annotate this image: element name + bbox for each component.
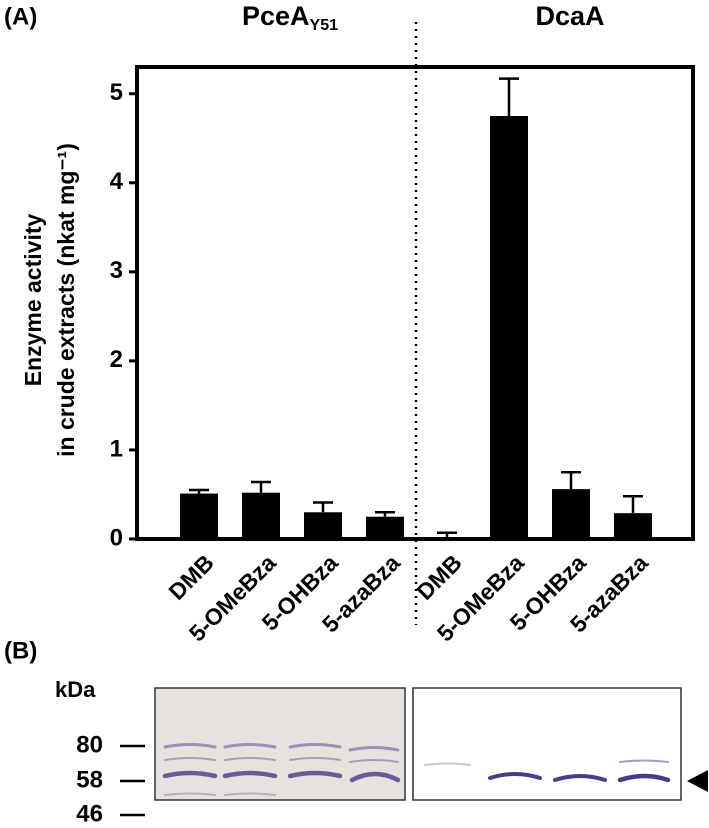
- error-bar: [375, 511, 395, 517]
- error-bar: [251, 480, 271, 493]
- group-subscript: Y51: [310, 17, 339, 34]
- bar: [552, 489, 590, 539]
- bar: [490, 115, 528, 539]
- group-name: PceA: [242, 1, 310, 31]
- x-tick-label: DMB: [163, 549, 218, 604]
- y-axis-label: Enzyme activity: [20, 214, 46, 387]
- bar: [180, 493, 218, 539]
- group-name: DcaA: [535, 1, 604, 31]
- group-title: PceAY51: [242, 1, 338, 34]
- gel-right: [412, 687, 682, 801]
- bar: [242, 492, 280, 539]
- group-title: DcaA: [535, 1, 604, 31]
- error-bar: [189, 488, 209, 494]
- y-tick-label: 5: [110, 79, 123, 106]
- x-tick-label: DMB: [411, 549, 466, 604]
- error-bar: [313, 501, 333, 513]
- plot-frame: [135, 65, 695, 541]
- marker-label: 58: [76, 766, 103, 793]
- gel-left: [154, 687, 406, 801]
- arrowhead: [687, 770, 708, 792]
- bar: [366, 516, 404, 539]
- gel-unit: kDa: [55, 677, 96, 702]
- error-bar: [499, 77, 519, 116]
- bar: [304, 512, 342, 539]
- bar: [614, 513, 652, 539]
- panel-label: (B): [4, 637, 37, 664]
- error-bar: [561, 470, 581, 490]
- panel-label: (A): [4, 3, 37, 30]
- y-tick-label: 4: [110, 168, 124, 195]
- y-axis-label: in crude extracts (nkat mg⁻¹): [53, 143, 79, 457]
- marker-label: 80: [76, 731, 103, 758]
- y-tick-label: 3: [110, 257, 123, 284]
- y-tick-label: 0: [110, 524, 123, 551]
- error-bar: [437, 531, 457, 539]
- y-tick-label: 1: [110, 435, 123, 462]
- marker-label: 46: [76, 800, 103, 827]
- error-bar: [623, 495, 643, 514]
- y-tick-label: 2: [110, 346, 123, 373]
